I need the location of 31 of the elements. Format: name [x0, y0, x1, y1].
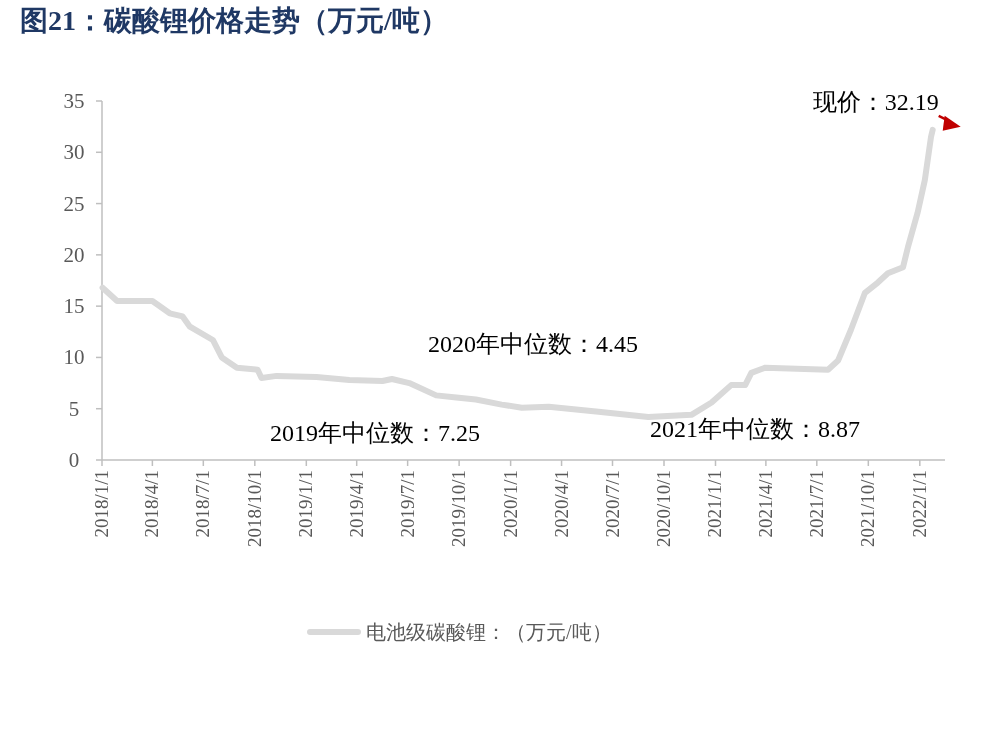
x-tick-label: 2018/10/1 [243, 470, 265, 548]
annotation: 2019年中位数：7.25 [270, 420, 480, 446]
legend-label: 电池级碳酸锂：（万元/吨） [366, 621, 612, 643]
x-tick-label: 2020/7/1 [601, 470, 623, 538]
y-tick-label: 30 [63, 140, 85, 165]
x-tick-label: 2021/7/1 [805, 470, 827, 538]
x-tick-label: 2019/4/1 [345, 470, 367, 538]
y-tick-label: 5 [68, 396, 80, 421]
annotation: 2020年中位数：4.45 [428, 331, 638, 357]
x-tick-label: 2021/10/1 [857, 470, 879, 548]
y-tick-label: 20 [63, 242, 85, 267]
x-tick-label: 2018/1/1 [91, 470, 112, 538]
y-tick-label: 25 [63, 191, 85, 216]
x-tick-label: 2019/7/1 [396, 470, 418, 538]
x-tick-label: 2021/1/1 [704, 470, 726, 538]
x-tick-label: 2019/1/1 [295, 470, 317, 538]
chart-title: 图21：碳酸锂价格走势（万元/吨） [20, 5, 448, 36]
y-tick-label: 0 [68, 448, 80, 472]
annotation: 现价：32.19 [812, 88, 939, 115]
x-tick-label: 2020/1/1 [499, 470, 521, 538]
y-tick-label: 35 [63, 89, 85, 113]
x-tick-label: 2018/4/1 [141, 470, 163, 538]
x-tick-label: 2019/10/1 [448, 470, 470, 548]
y-tick-label: 15 [63, 294, 85, 319]
x-tick-label: 2021/4/1 [754, 470, 776, 538]
annotation: 2021年中位数：8.87 [650, 416, 860, 442]
x-tick-label: 2020/4/1 [550, 470, 572, 538]
x-tick-label: 2020/10/1 [653, 470, 674, 548]
x-tick-label: 2022/1/1 [908, 470, 930, 538]
y-tick-label: 10 [63, 345, 85, 370]
x-tick-label: 2018/7/1 [192, 470, 214, 538]
